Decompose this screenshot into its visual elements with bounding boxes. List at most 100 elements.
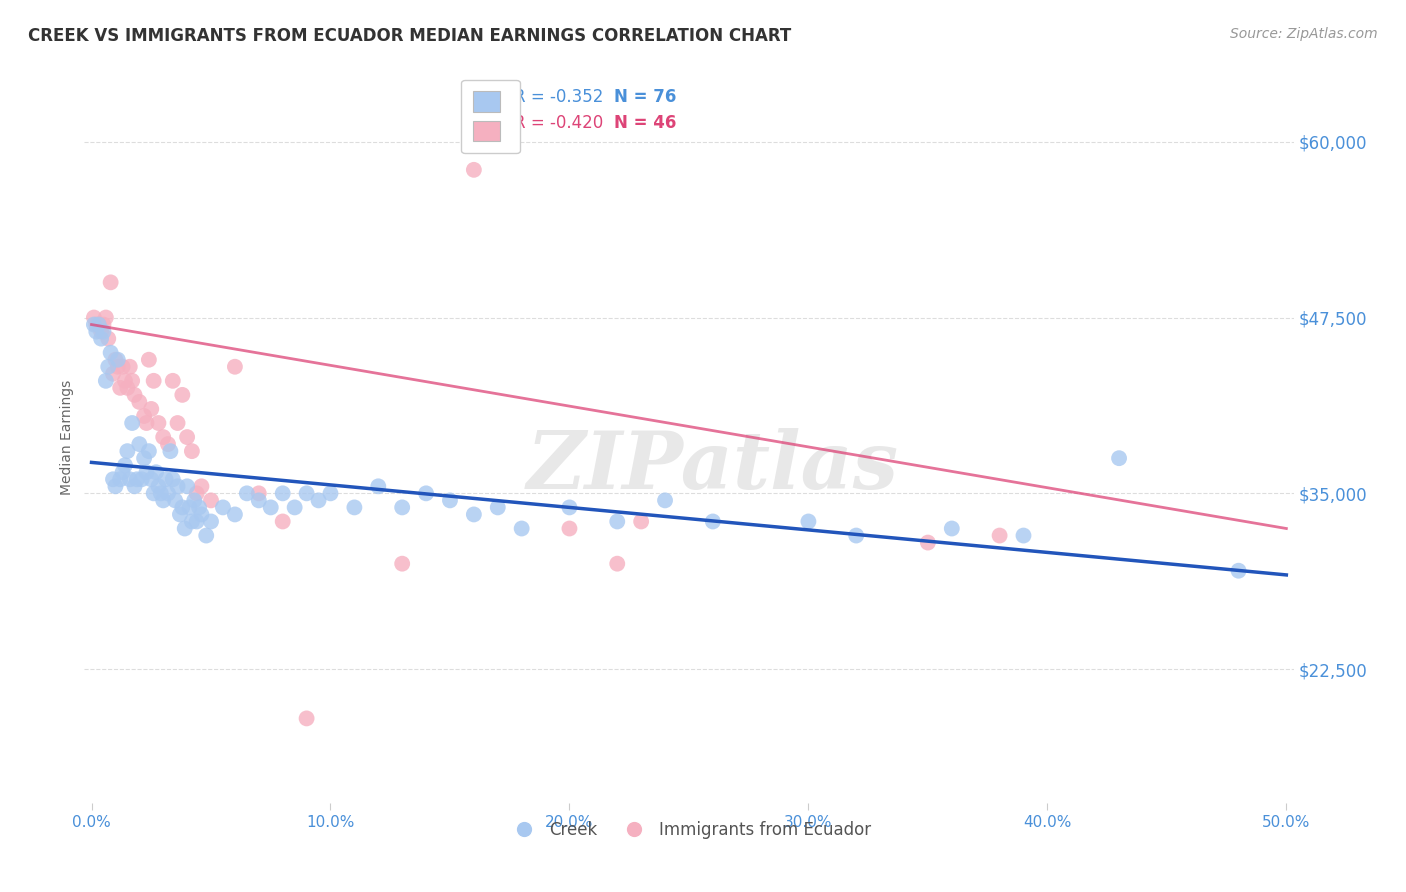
Point — [111, 359, 134, 374]
Point — [319, 486, 342, 500]
Point — [271, 486, 294, 500]
Point — [391, 557, 413, 571]
Point — [941, 521, 963, 535]
Point — [176, 430, 198, 444]
Point — [486, 500, 509, 515]
Point — [190, 479, 212, 493]
Point — [179, 500, 201, 515]
Point — [97, 332, 120, 346]
Point — [156, 486, 179, 500]
Point — [606, 515, 628, 529]
Point — [138, 444, 160, 458]
Point — [114, 374, 136, 388]
Point — [162, 472, 184, 486]
Point — [131, 472, 153, 486]
Point — [135, 465, 157, 479]
Point — [510, 521, 533, 535]
Point — [107, 352, 129, 367]
Point — [295, 486, 318, 500]
Point — [200, 515, 222, 529]
Point — [93, 325, 115, 339]
Point — [654, 493, 676, 508]
Point — [391, 500, 413, 515]
Point — [173, 521, 195, 535]
Point — [114, 458, 136, 473]
Point — [172, 500, 194, 515]
Point — [606, 557, 628, 571]
Point — [94, 310, 117, 325]
Point — [172, 388, 194, 402]
Point — [118, 359, 141, 374]
Point — [145, 465, 167, 479]
Point — [169, 508, 191, 522]
Point — [1227, 564, 1250, 578]
Point — [117, 444, 139, 458]
Point — [463, 508, 485, 522]
Point — [463, 162, 485, 177]
Point — [152, 493, 174, 508]
Y-axis label: Median Earnings: Median Earnings — [60, 379, 75, 495]
Point — [149, 486, 172, 500]
Point — [83, 310, 105, 325]
Point — [84, 318, 107, 332]
Point — [439, 493, 461, 508]
Point — [183, 493, 205, 508]
Point — [124, 388, 146, 402]
Point — [797, 515, 820, 529]
Point — [247, 486, 270, 500]
Point — [195, 528, 218, 542]
Point — [117, 381, 139, 395]
Point — [988, 528, 1011, 542]
Point — [128, 395, 150, 409]
Point — [224, 508, 246, 522]
Text: N = 76: N = 76 — [614, 88, 676, 106]
Point — [180, 444, 202, 458]
Point — [138, 352, 160, 367]
Point — [111, 465, 134, 479]
Point — [180, 515, 202, 529]
Point — [132, 409, 155, 423]
Point — [121, 416, 143, 430]
Point — [558, 521, 581, 535]
Point — [1108, 451, 1130, 466]
Point — [93, 318, 115, 332]
Point — [236, 486, 259, 500]
Point — [1012, 528, 1035, 542]
Point — [141, 401, 163, 416]
Point — [162, 374, 184, 388]
Point — [125, 472, 148, 486]
Point — [917, 535, 939, 549]
Point — [159, 444, 181, 458]
Point — [101, 367, 124, 381]
Text: Source: ZipAtlas.com: Source: ZipAtlas.com — [1230, 27, 1378, 41]
Point — [845, 528, 868, 542]
Point — [186, 515, 208, 529]
Text: ZIPatlas: ZIPatlas — [527, 427, 900, 505]
Point — [128, 437, 150, 451]
Point — [166, 479, 188, 493]
Point — [87, 318, 110, 332]
Point — [148, 416, 170, 430]
Point — [156, 437, 179, 451]
Point — [415, 486, 437, 500]
Point — [367, 479, 389, 493]
Point — [165, 493, 187, 508]
Text: CREEK VS IMMIGRANTS FROM ECUADOR MEDIAN EARNINGS CORRELATION CHART: CREEK VS IMMIGRANTS FROM ECUADOR MEDIAN … — [28, 27, 792, 45]
Point — [142, 486, 165, 500]
Point — [132, 451, 155, 466]
Point — [343, 500, 366, 515]
Point — [141, 472, 163, 486]
Point — [152, 430, 174, 444]
Point — [104, 352, 127, 367]
Point — [108, 381, 131, 395]
Text: R = -0.352: R = -0.352 — [513, 88, 603, 106]
Legend: Creek, Immigrants from Ecuador: Creek, Immigrants from Ecuador — [501, 814, 877, 846]
Point — [108, 472, 131, 486]
Point — [90, 332, 112, 346]
Point — [121, 374, 143, 388]
Point — [100, 276, 122, 290]
Point — [142, 374, 165, 388]
Point — [135, 416, 157, 430]
Point — [190, 508, 212, 522]
Point — [212, 500, 235, 515]
